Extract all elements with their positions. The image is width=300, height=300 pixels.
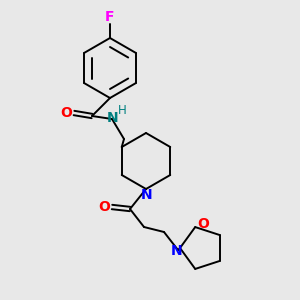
Text: O: O [60,106,72,120]
Text: O: O [197,217,209,231]
Text: N: N [141,188,153,202]
Text: H: H [118,104,126,118]
Text: O: O [98,200,110,214]
Text: N: N [107,111,119,125]
Text: F: F [105,10,115,24]
Text: N: N [171,244,183,258]
